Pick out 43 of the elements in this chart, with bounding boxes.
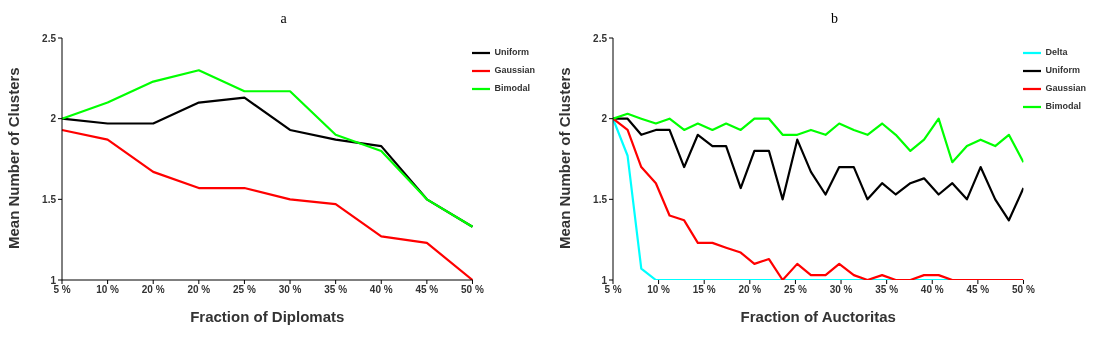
x-tick-label: 30 % xyxy=(278,284,302,296)
legend-label: Uniform xyxy=(1045,65,1080,76)
x-tick-label: 35 % xyxy=(324,284,348,296)
x-tick-label: 20 % xyxy=(187,284,211,296)
x-tick-label: 5 % xyxy=(604,284,622,296)
y-tick-label: 1 xyxy=(601,274,608,286)
legend-label: Uniform xyxy=(494,47,529,58)
x-tick-label: 45 % xyxy=(966,284,990,296)
x-tick-label: 20 % xyxy=(141,284,165,296)
x-tick-label: 10 % xyxy=(647,284,671,296)
x-tick-label: 10 % xyxy=(96,284,120,296)
x-tick-label: 15 % xyxy=(692,284,716,296)
x-tick-label: 40 % xyxy=(369,284,393,296)
legend-label: Gaussian xyxy=(494,65,535,76)
line-series xyxy=(613,112,1024,164)
y-tick-label: 2.5 xyxy=(593,32,608,44)
legend-label: Gaussian xyxy=(1045,83,1086,94)
legend-label: Bimodal xyxy=(1045,101,1081,112)
x-tick-label: 50 % xyxy=(461,284,484,296)
y-axis-title: Mean Number of Clusters xyxy=(5,67,23,249)
legend-label: Delta xyxy=(1045,47,1068,58)
line-series xyxy=(60,69,474,228)
x-tick-label: 20 % xyxy=(738,284,762,296)
y-axis-title: Mean Number of Clusters xyxy=(556,67,574,249)
x-tick-label: 5 % xyxy=(53,284,71,296)
x-tick-label: 45 % xyxy=(415,284,439,296)
y-tick-label: 1 xyxy=(50,274,57,286)
x-tick-label: 40 % xyxy=(920,284,944,296)
x-axis-title: Fraction of Auctoritas xyxy=(740,308,896,325)
chart-title: b xyxy=(830,10,839,28)
y-tick-label: 1.5 xyxy=(593,193,608,205)
x-tick-label: 25 % xyxy=(233,284,256,296)
y-tick-label: 1.5 xyxy=(42,193,57,205)
y-tick-label: 2.5 xyxy=(42,32,57,44)
legend-label: Bimodal xyxy=(494,83,530,94)
chart-title: a xyxy=(279,10,288,28)
x-tick-label: 25 % xyxy=(784,284,807,296)
x-tick-label: 30 % xyxy=(829,284,853,296)
x-tick-label: 50 % xyxy=(1012,284,1035,296)
y-tick-label: 2 xyxy=(50,113,57,125)
y-tick-label: 2 xyxy=(601,113,608,125)
x-axis-title: Fraction of Diplomats xyxy=(190,308,345,325)
x-tick-label: 35 % xyxy=(875,284,899,296)
